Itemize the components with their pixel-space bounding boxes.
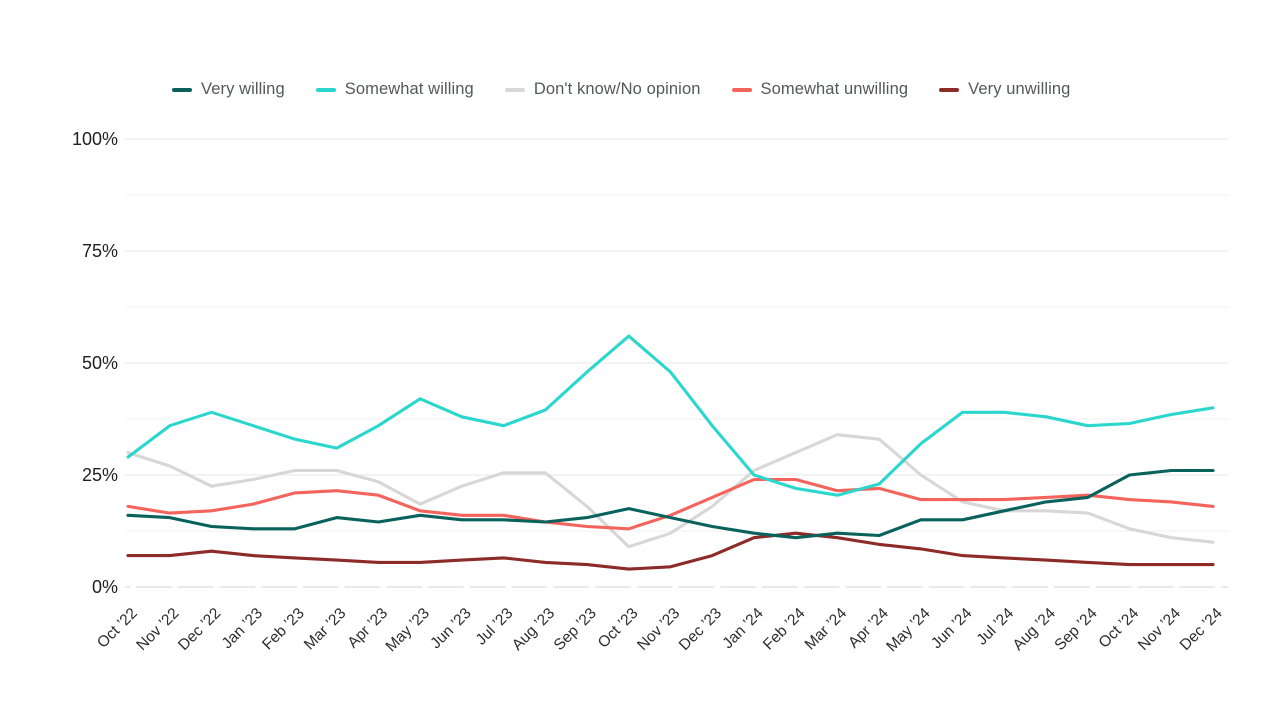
legend-item-somewhat-willing[interactable]: Somewhat willing xyxy=(315,80,474,99)
x-tick-label: Sep ’24 xyxy=(1051,605,1100,654)
series-line-don-t-know-no-opinion[interactable] xyxy=(126,433,1215,549)
legend-label: Very unwilling xyxy=(968,80,1071,98)
legend-label: Somewhat willing xyxy=(344,80,474,98)
x-tick-label: Aug ’24 xyxy=(1010,605,1059,654)
legend-swatch-icon xyxy=(172,87,192,92)
y-tick-label: 50% xyxy=(82,353,118,373)
series-line-very-willing[interactable] xyxy=(126,468,1215,540)
x-tick-label: Dec ’23 xyxy=(676,605,725,654)
legend-item-don-t-know-no-opinion[interactable]: Don't know/No opinion xyxy=(504,80,701,99)
x-tick-label: Aug ’23 xyxy=(509,605,558,654)
x-tick-label: Jun ’23 xyxy=(427,605,474,652)
x-tick-label: Dec ’24 xyxy=(1177,605,1226,654)
legend-label: Somewhat unwilling xyxy=(760,80,909,98)
x-tick-label: Sep ’23 xyxy=(551,605,600,654)
legend-swatch-icon xyxy=(315,87,336,92)
x-tick-label: Dec ’22 xyxy=(175,605,224,654)
legend-swatch-icon xyxy=(939,87,960,92)
series-line-somewhat-unwilling[interactable] xyxy=(126,477,1215,531)
series-line-very-unwilling[interactable] xyxy=(126,531,1215,571)
x-tick-label: Jun ’24 xyxy=(928,605,976,653)
x-tick-label: Oct ’22 xyxy=(94,605,141,652)
x-tick-label: Oct ’23 xyxy=(595,605,642,652)
x-tick-label: Nov ’23 xyxy=(634,605,683,654)
x-tick-label: Jan ’24 xyxy=(719,605,767,653)
x-tick-label: May ’23 xyxy=(383,605,433,655)
x-tick-label: Oct ’24 xyxy=(1096,605,1143,652)
legend-label: Very willing xyxy=(201,80,285,98)
x-tick-label: Nov ’24 xyxy=(1135,605,1184,654)
x-tick-label: Nov ’22 xyxy=(133,605,182,654)
x-tick-label: Mar ’24 xyxy=(802,605,851,654)
y-tick-label: 75% xyxy=(82,241,118,261)
legend-item-very-unwilling[interactable]: Very unwilling xyxy=(939,80,1070,99)
x-tick-label: Feb ’24 xyxy=(760,605,809,654)
chart-legend: Very willing Somewhat willing Don't know/N… xyxy=(172,80,1070,99)
legend-item-very-willing[interactable]: Very willing xyxy=(172,80,285,99)
legend-label: Don't know/No opinion xyxy=(533,80,701,98)
y-tick-label: 25% xyxy=(82,465,118,485)
x-tick-label: May ’24 xyxy=(883,605,934,656)
y-tick-label: 0% xyxy=(92,577,118,597)
legend-swatch-icon xyxy=(731,87,752,92)
legend-swatch-icon xyxy=(504,87,525,92)
series-line-somewhat-willing[interactable] xyxy=(126,334,1215,497)
y-tick-label: 100% xyxy=(72,129,118,149)
legend-item-somewhat-unwilling[interactable]: Somewhat unwilling xyxy=(731,80,909,99)
x-tick-label: Mar ’23 xyxy=(301,605,350,654)
x-tick-label: Feb ’23 xyxy=(259,605,308,654)
x-tick-label: Jan ’23 xyxy=(219,605,266,652)
